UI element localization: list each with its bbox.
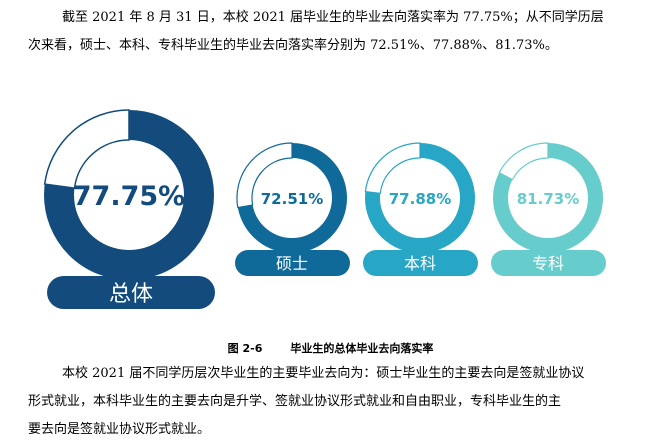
label-pill-junior-college: 专科 [491,250,606,276]
intro-line-2: 次来看，硕士、本科、专科毕业生的毕业去向落实率分别为 72.51%、77.88%… [28,38,558,53]
label-junior-college: 专科 [532,254,564,273]
donut-bachelor-value: 77.88% [389,190,451,208]
figure-number: 图 2-6 [227,342,263,355]
label-master: 硕士 [276,254,308,273]
donut-master: 72.51% [236,142,347,253]
intro-line-1: 截至 2021 年 8 月 31 日，本校 2021 届毕业生的毕业去向落实率为… [62,10,604,25]
summary-line-3: 要去向是签就业协议形式就业。 [28,422,211,437]
label-pill-overall: 总体 [47,276,215,309]
label-overall: 总体 [109,282,153,307]
figure-title: 毕业生的总体毕业去向落实率 [290,342,434,355]
label-pill-bachelor: 本科 [363,250,478,276]
donut-bachelor-remaining [364,142,421,194]
label-pill-master: 硕士 [235,250,350,276]
donut-chart-group: 77.75% 总体 72.51% 硕士 77.88% 本科 [0,80,661,320]
label-bachelor: 本科 [404,254,436,273]
figure-caption: 图 2-6 毕业生的总体毕业去向落实率 [0,340,661,356]
summary-line-2: 形式就业，本科毕业生的主要去向是升学、签就业协议形式就业和自由职业，专科毕业生的… [28,394,562,409]
donut-junior-college: 81.73% [493,142,603,253]
summary-line-1: 本校 2021 届不同学历层次毕业生的主要毕业去向为：硕士毕业生的主要去向是签就… [62,366,585,381]
donut-junior-college-remaining [498,142,549,181]
donut-overall-value: 77.75% [73,181,185,212]
donut-junior-college-value: 81.73% [517,190,579,208]
donut-overall-remaining [43,109,130,189]
donut-master-remaining [236,142,293,209]
donut-master-value: 72.51% [261,190,323,208]
donut-bachelor: 77.88% [364,142,475,253]
donut-overall: 77.75% [43,109,214,280]
